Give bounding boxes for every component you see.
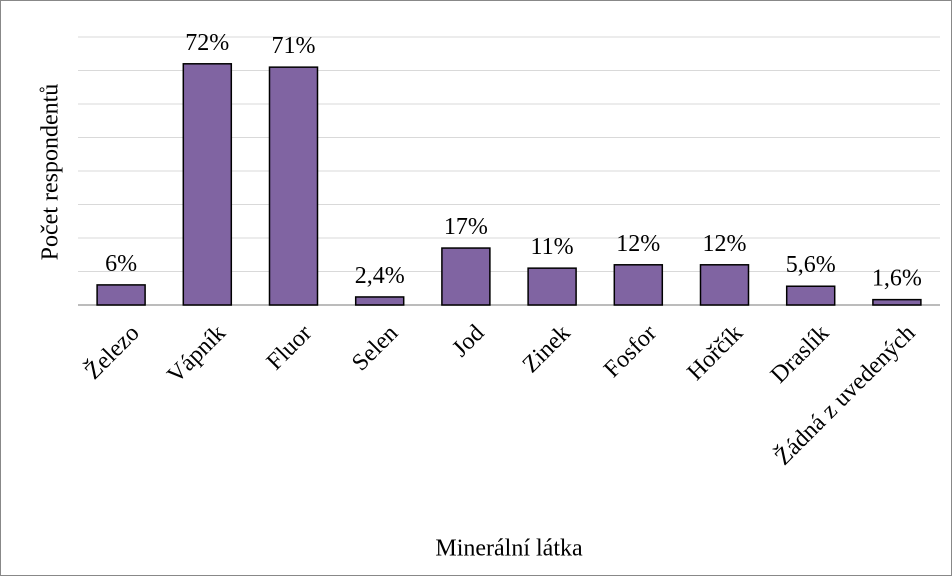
data-label: 2,4% (355, 263, 405, 289)
bar (699, 264, 750, 306)
data-label: 6% (105, 251, 137, 277)
data-label: 12% (703, 231, 747, 257)
data-label: 71% (272, 33, 316, 59)
data-label: 5,6% (786, 252, 836, 278)
data-label: 1,6% (872, 266, 922, 292)
bar (182, 63, 233, 306)
bar (96, 284, 146, 306)
x-axis-title: Minerální látka (435, 536, 583, 562)
bar (785, 285, 836, 306)
data-label: 72% (185, 30, 229, 56)
data-label: 11% (531, 234, 574, 260)
bar (872, 298, 922, 306)
data-label: 17% (444, 214, 488, 240)
data-label: 12% (616, 231, 660, 257)
bar (268, 66, 319, 306)
bar (613, 264, 664, 306)
bar (354, 296, 405, 306)
bar (527, 267, 577, 306)
y-axis-title: Počet respondentů (38, 84, 64, 261)
bar (441, 247, 491, 306)
